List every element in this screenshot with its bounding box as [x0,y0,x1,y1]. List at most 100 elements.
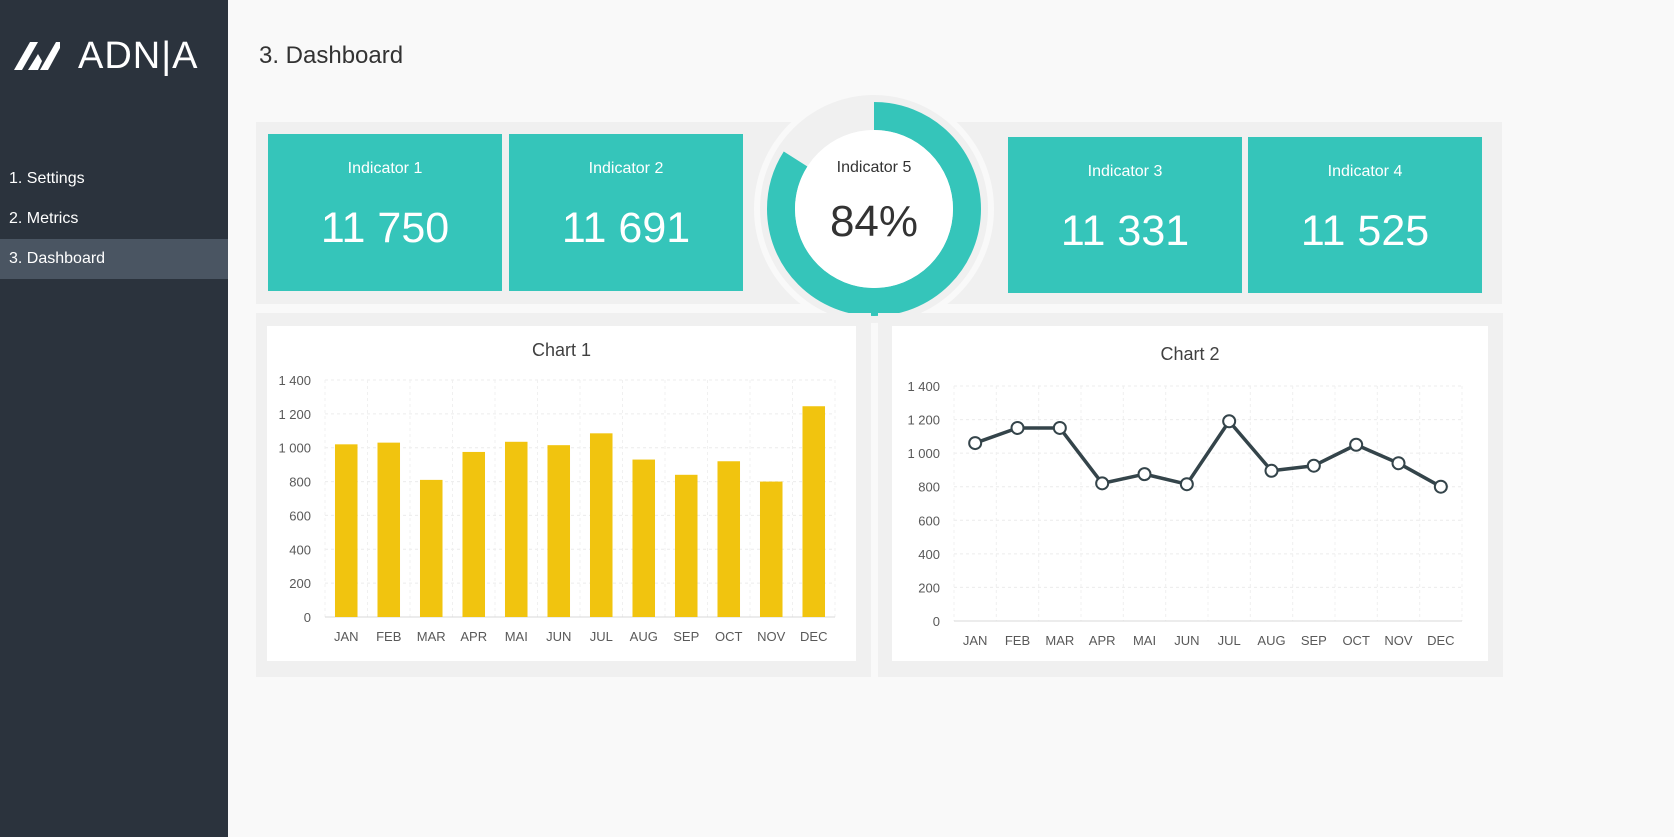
chart-1-bar-jan [334,444,358,617]
brand-name: ADN|A [78,35,199,77]
indicator-2-label: Indicator 2 [588,160,664,177]
sidebar-item-dashboard[interactable]: 3. Dashboard [0,239,228,279]
chart-1-bar-sep [674,474,698,617]
chart-1-x-tick-label: JUL [590,629,613,644]
chart-1-title: Chart 1 [531,340,592,360]
chart-2-x-tick-label: JAN [963,633,988,648]
chart-2-point-mai [1137,467,1152,482]
chart-2-y-tick-label: 1 200 [907,413,940,428]
chart-2-x-tick-label: AUG [1257,633,1285,648]
chart-2-point-aug [1264,463,1279,478]
indicator-1-value: 11 750 [320,204,450,252]
chart-1-x-tick-label: OCT [715,629,743,644]
chart-2-point-feb [1010,420,1025,435]
indicator-5-value: 84% [829,197,919,246]
brand-logo: ADN|A [12,35,199,77]
chart-1-panel: Chart 1 0 200 400 600 800 1 000 1 200 1 400 JAN F… [267,326,856,661]
chart-1-x-tick-label: AUG [630,629,658,644]
chart-2-x-tick-label: APR [1089,633,1116,648]
donut-progress-arc [767,102,981,316]
indicator-4-card: Indicator 4 11 525 [1248,137,1482,293]
chart-1-svg: 0 200 400 600 800 1 000 1 200 1 400 JAN FEB MAR APR… [278,373,836,644]
chart-1-bar-mai [504,441,528,617]
chart-1-bar-apr [462,451,486,617]
chart-1-band: Chart 1 0 200 400 600 800 1 000 1 200 1 400 JAN F… [256,313,871,677]
indicator-5-gauge: Indicator 5 84% [754,89,994,329]
sidebar: ADN|A 1. Settings 2. Metrics 3. Dashboar… [0,0,228,837]
chart-2-svg: 0 200 400 600 800 1 000 1 200 1 400 JAN FEB MAR APR… [907,379,1463,648]
chart-2-y-tick-label: 1 400 [907,379,940,394]
indicator-2-card: Indicator 2 11 691 [509,134,743,291]
chart-2-x-tick-label: SEP [1301,633,1327,648]
chart-1-y-tick-label: 0 [304,610,311,625]
chart-1-bar-aug [632,459,656,617]
chart-2-title: Chart 2 [1160,344,1220,364]
adnia-logo-icon [14,42,60,70]
indicator-4-value: 11 525 [1300,207,1430,255]
chart-2-point-jan [968,436,983,451]
chart-1-x-tick-label: SEP [673,629,699,644]
chart-2-x-tick-label: NOV [1384,633,1413,648]
chart-2-point-jun [1179,477,1194,492]
chart-2-x-tick-label: MAI [1133,633,1156,648]
chart-2-point-mar [1052,420,1067,435]
sidebar-nav: 1. Settings 2. Metrics 3. Dashboard [0,159,228,279]
chart-1-bar-dec [802,406,826,617]
donut-center [795,130,953,288]
chart-1-y-tick-label: 1 200 [278,407,311,422]
chart-2-y-tick-label: 200 [918,580,940,595]
chart-1-x-tick-label: MAR [417,629,446,644]
chart-1-x-tick-label: MAI [505,629,528,644]
chart-2-point-oct [1349,437,1364,452]
chart-1-bar-nov [759,481,783,617]
sidebar-item-metrics[interactable]: 2. Metrics [9,210,79,227]
indicator-3-label: Indicator 3 [1087,163,1163,180]
chart-1-y-tick-label: 800 [289,475,311,490]
chart-1-y-tick-label: 200 [289,576,311,591]
chart-1-x-tick-label: DEC [800,629,827,644]
sidebar-item-settings[interactable]: 1. Settings [9,170,85,187]
chart-1-y-tick-label: 600 [289,508,311,523]
chart-1-y-tick-label: 400 [289,542,311,557]
chart-2-x-tick-label: MAR [1045,633,1074,648]
chart-1-bar-mar [419,479,443,617]
chart-2-panel: Chart 2 0 200 400 600 800 1 000 1 200 1 400 JAN F… [892,326,1488,661]
chart-2-point-nov [1391,456,1406,471]
chart-1-bar-jul [589,433,613,617]
chart-1-y-tick-label: 1 000 [278,441,311,456]
indicator-2-value: 11 691 [561,204,691,252]
indicator-5-donut [754,89,994,329]
chart-2-x-tick-label: FEB [1005,633,1030,648]
page-title: 3. Dashboard [259,42,404,69]
chart-1-bar-oct [717,461,741,617]
chart-1-x-tick-label: NOV [757,629,786,644]
chart-1-bar-jun [547,445,571,617]
chart-1-bar-feb [377,442,401,617]
indicator-5-label: Indicator 5 [836,159,912,176]
chart-2-band: Chart 2 0 200 400 600 800 1 000 1 200 1 400 JAN F… [878,313,1503,677]
chart-2-point-sep [1306,458,1321,473]
chart-2-x-tick-label: OCT [1342,633,1370,648]
indicator-4-label: Indicator 4 [1327,163,1403,180]
chart-2-y-tick-label: 600 [918,513,940,528]
chart-2-x-tick-label: JUN [1174,633,1199,648]
chart-2-series-line [974,419,1442,489]
indicator-3-value: 11 331 [1060,207,1190,255]
chart-1-x-tick-label: JAN [334,629,359,644]
chart-2-point-dec [1433,479,1448,494]
chart-1-y-tick-label: 1 400 [278,373,311,388]
indicator-1-label: Indicator 1 [347,160,423,177]
chart-2-y-tick-label: 800 [918,480,940,495]
chart-1-x-tick-label: FEB [376,629,401,644]
chart-2-y-tick-label: 400 [918,547,940,562]
indicator-3-card: Indicator 3 11 331 [1008,137,1242,293]
donut-outer-halo [760,95,988,323]
chart-2-y-tick-label: 0 [933,614,940,629]
chart-2-point-jul [1222,414,1237,429]
chart-2-point-apr [1095,476,1110,491]
chart-1-x-tick-label: APR [460,629,487,644]
chart-2-y-tick-label: 1 000 [907,446,940,461]
chart-1-x-tick-label: JUN [546,629,571,644]
chart-2-x-tick-label: JUL [1218,633,1241,648]
indicator-1-card: Indicator 1 11 750 [268,134,502,291]
